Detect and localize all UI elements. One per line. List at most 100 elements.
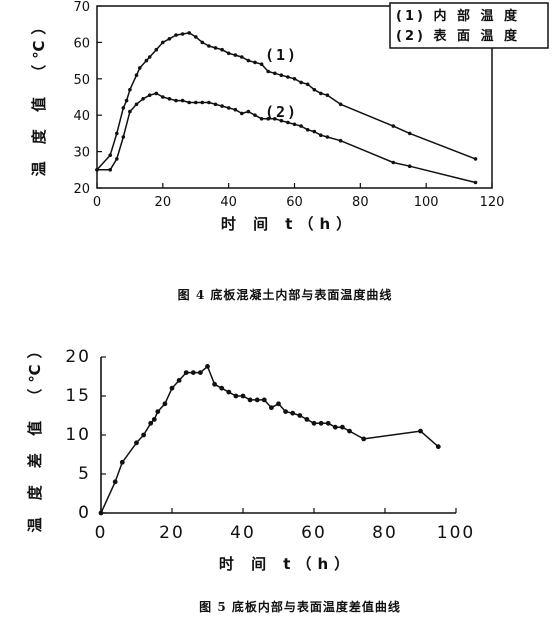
chart-1-series-1-point [273,71,277,76]
chart-2-x-tick-label: 40 [230,523,256,543]
chart-2-x-axis-label: 时 间 t（h） [219,555,355,573]
chart-2-series-1-point [418,428,423,434]
chart-1-y-axis-label: 温 度 值 （℃） [30,14,48,177]
chart-1-series-2-point [266,117,271,121]
chart-2-y-axis-label: 温 度 差 值 （℃） [26,337,44,532]
chart-2-series-1-point [219,385,225,391]
chart-2-series-1-point [212,381,218,387]
chart-2-series-1-point [148,420,154,426]
chart-1-series-1-point [407,131,412,136]
chart-1-series-1-point [305,82,310,87]
chart-1-series-2-point [147,93,152,97]
chart-1-annotation-1: (1) [265,46,298,64]
chart-1-x-tick-label: 0 [93,195,101,210]
chart-1-series-1-point [134,73,139,77]
chart-1-series-2-point [273,117,277,121]
chart-2-y-tick-label: 15 [65,386,91,406]
chart-1-caption: 图 4 底板混凝土内部与表面温度曲线 [178,287,393,302]
chart-2-series-1-point [190,370,196,375]
chart-2-series-1-point [112,479,118,485]
chart-2-series-1-point [119,459,125,465]
chart-1-series-1-point [319,91,323,96]
chart-1-series-2-point [240,111,244,116]
chart-1-series-2-point [220,104,224,108]
chart-1-legend: (1) 内 部 温 度 (2) 表 面 温 度 [389,2,549,49]
chart-2-series-1-point [176,378,182,383]
chart-1-series-1-point [226,51,231,56]
chart-2-series-1-point [134,440,139,446]
chart-1-y-tick-label: 40 [73,109,90,124]
chart-1-series-1-point [473,157,478,161]
chart-1-series-2-point [473,180,478,185]
chart-1-series-2-point [407,164,412,168]
chart-2-series-1-point [155,409,161,414]
chart-1-x-tick-label: 40 [220,195,237,210]
chart-2-series-1-point [297,413,303,418]
chart-2-y-tick-label: 0 [78,503,91,523]
chart-1-series-1-point [174,33,178,37]
chart-1-series-1-point [194,35,198,39]
chart-2-series-1-point [233,393,239,399]
chart-1-series-1-point [292,77,297,81]
chart-1-series-1-point [187,31,191,35]
chart-1-series-2-point [154,91,159,96]
chart-2-x-tick-label: 60 [301,523,327,543]
chart-1-series-1-point [115,131,119,136]
chart-1-series-1-point [124,98,129,103]
chart-1-series-2-point [338,138,343,143]
chart-2-series-1-line [100,365,439,514]
chart-1-series-2-point [161,95,165,99]
chart-2-series-1-point [226,389,232,395]
chart-2-series-1-point [283,409,288,414]
chart-2-series-1-point [254,397,260,403]
chart-2-x-tick-label: 80 [372,523,398,543]
chart-1-series-1-point [299,80,303,85]
chart-1-annotation-2: (2) [265,103,298,121]
chart-2-series-1-point [304,417,310,422]
chart-2-series-1-point [141,432,147,438]
chart-1-series-2-point [292,122,297,127]
chart-2-series-1-point [151,417,157,422]
chart-2-series-1-point [332,424,338,430]
chart-1-series-1-point [200,40,205,45]
chart-1-series-1-point [138,66,142,70]
chart-1-series-1-point [220,47,224,52]
chart-1-series-1-point [144,58,149,63]
chart-1-series-2-point [391,160,396,165]
chart-1-series-1-point [213,46,218,50]
chart-1-series-1-point [253,60,257,65]
chart-2-y-tick-label: 20 [65,347,91,367]
chart-2-y-tick-label: 5 [78,464,91,484]
chart-2-series-1-point [276,401,281,407]
chart-2-series-1-point [205,364,210,369]
chart-1-series-1-point [286,75,290,79]
chart-2-series-1-point [347,428,352,434]
chart-1-series-2-point [299,124,303,128]
chart-1-series-2-point [312,129,317,134]
chart-2: 温 度 差 值 （℃） 0 20 40 60 80 100 0 5 10 15 20 时 间 t（h… [26,337,473,614]
chart-1-series-1-point [147,55,152,59]
chart-1-legend-entry-2: (2) 表 面 温 度 [396,28,520,44]
chart-1-series-1-point [240,55,244,59]
chart-2-series-1-point [198,370,203,375]
chart-1-y-tick-label: 50 [73,73,90,88]
chart-2-x-tick-label: 0 [95,523,108,543]
chart-1-series-2-point [174,98,178,103]
chart-1-y-axis-label-text: 温 度 值 （℃） [30,14,48,177]
chart-2-series-1-point [311,420,317,426]
chart-1-x-tick-label: 120 [480,195,505,210]
chart-1-y-tick-label: 70 [73,0,90,15]
chart-1-series-2-point [95,168,99,172]
chart-1-x-tick-label: 20 [155,195,172,210]
chart-1-series-2-point [115,157,119,161]
chart-1-series-1-point [207,44,211,48]
chart-1-series-1-point [266,69,271,74]
chart-1-series-2-point [233,107,238,112]
chart-2-caption: 图 5 底板内部与表面温度差值曲线 [199,599,401,614]
chart-1-series-1-point [128,87,132,92]
chart-1-legend-entry-1: (1) 内 部 温 度 [396,8,520,24]
chart-1-series-1-point [259,62,264,66]
chart-1-series-2-point [319,133,323,137]
